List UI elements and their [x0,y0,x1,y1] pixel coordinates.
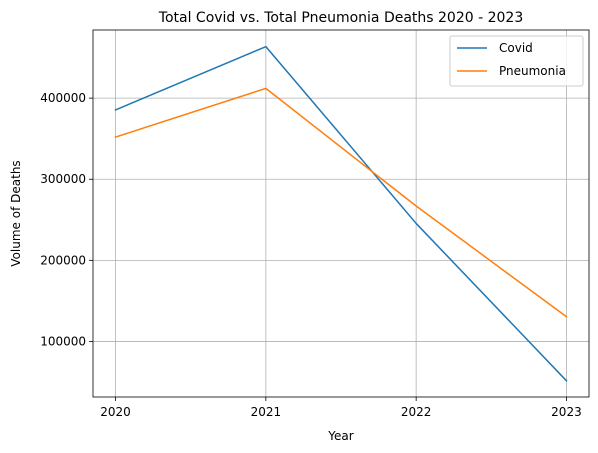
series-line-covid [114,45,568,382]
plot-frame [92,29,590,398]
axis-ticks: 2020 2021 2022 2023 100000 200000 300000 400000 [40,91,582,419]
x-tick-label: 2023 [551,405,582,419]
x-tick-label: 2020 [100,405,131,419]
series-lines [114,45,568,382]
legend: Covid Pneumonia [449,35,584,87]
chart-title: Total Covid vs. Total Pneumonia Deaths 2… [158,10,523,26]
legend-entry-pneumonia: Pneumonia [499,64,566,78]
x-axis-label: Year [327,429,353,443]
legend-entry-covid: Covid [499,41,533,55]
y-axis-label: Volume of Deaths [9,160,23,266]
y-tick-label: 400000 [40,91,86,105]
grid [93,30,589,397]
x-tick-label: 2021 [251,405,282,419]
y-tick-label: 100000 [40,334,86,348]
y-tick-label: 300000 [40,172,86,186]
y-tick-label: 200000 [40,253,86,267]
x-tick-label: 2022 [401,405,432,419]
series-line-pneumonia [114,87,568,318]
